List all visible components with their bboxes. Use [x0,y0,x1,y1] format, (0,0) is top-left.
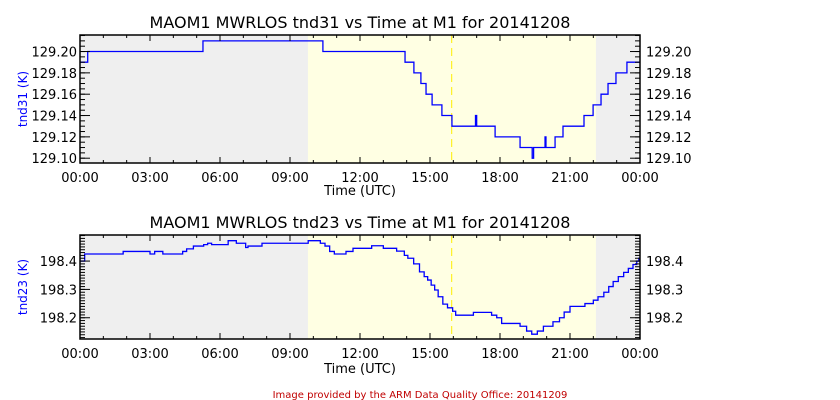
y-tick-label-left: 129.14 [32,110,78,125]
y-tick-label-left: 129.16 [32,88,78,103]
x-axis-label: Time (UTC) [323,362,396,377]
x-tick-label: 09:00 [271,171,308,186]
y-tick-label-right: 129.16 [646,88,692,103]
x-tick-label: 18:00 [481,347,518,362]
x-tick-label: 06:00 [201,347,238,362]
chart-title: MAOM1 MWRLOS tnd23 vs Time at M1 for 201… [150,213,571,232]
y-tick-label-left: 198.4 [40,255,77,270]
tnd23-chart: MAOM1 MWRLOS tnd23 vs Time at M1 for 201… [16,213,683,377]
y-axis-label: tnd23 (K) [16,259,30,315]
x-tick-label: 12:00 [341,171,378,186]
y-tick-label-left: 129.12 [32,131,78,146]
x-tick-label: 00:00 [61,171,98,186]
x-tick-label: 06:00 [201,171,238,186]
y-tick-label-right: 129.14 [646,110,692,125]
series-line-tnd23 [80,240,640,335]
x-tick-label: 21:00 [551,347,588,362]
y-tick-label-right: 198.3 [646,283,683,298]
y-tick-label-left: 198.3 [40,283,77,298]
x-tick-label: 00:00 [61,347,98,362]
x-tick-label: 00:00 [621,171,658,186]
y-tick-label-right: 198.4 [646,255,683,270]
tnd31-chart: MAOM1 MWRLOS tnd31 vs Time at M1 for 201… [16,13,692,199]
x-tick-label: 12:00 [341,347,378,362]
footer-credit: Image provided by the ARM Data Quality O… [273,390,568,400]
x-tick-label: 15:00 [411,347,448,362]
y-axis-label: tnd31 (K) [16,71,30,127]
x-tick-label: 00:00 [621,347,658,362]
x-tick-label: 18:00 [481,171,518,186]
y-tick-label-right: 129.12 [646,131,692,146]
y-tick-label-left: 129.10 [32,152,78,167]
y-tick-label-left: 129.20 [32,46,78,61]
y-tick-label-left: 129.18 [32,67,78,82]
y-tick-label-right: 129.20 [646,46,692,61]
series-line-tnd31 [80,40,640,159]
x-tick-label: 03:00 [131,171,168,186]
y-tick-label-left: 198.2 [40,312,77,327]
y-tick-label-right: 129.18 [646,67,692,82]
x-axis-label: Time (UTC) [323,184,396,199]
y-tick-label-right: 198.2 [646,312,683,327]
chart-title: MAOM1 MWRLOS tnd31 vs Time at M1 for 201… [150,13,571,32]
y-tick-label-right: 129.10 [646,152,692,167]
x-tick-label: 15:00 [411,171,448,186]
x-tick-label: 03:00 [131,347,168,362]
x-tick-label: 09:00 [271,347,308,362]
x-tick-label: 21:00 [551,171,588,186]
